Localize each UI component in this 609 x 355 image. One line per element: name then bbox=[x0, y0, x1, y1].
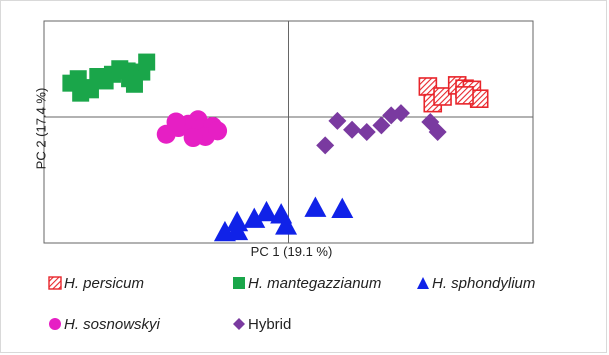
diamond-icon bbox=[233, 318, 245, 330]
legend-item-mantegazzianum: H. mantegazzianum bbox=[232, 275, 381, 293]
data-point-diamond bbox=[357, 123, 376, 141]
triangle-icon bbox=[417, 277, 429, 289]
data-point-triangle bbox=[226, 210, 249, 232]
data-point-hatched-square bbox=[433, 87, 452, 106]
data-point-triangle bbox=[331, 197, 354, 218]
data-points bbox=[62, 53, 489, 242]
x-axis-label: PC 1 (19.1 %) bbox=[250, 244, 333, 259]
data-point-circle bbox=[208, 121, 228, 141]
data-point-triangle bbox=[275, 214, 298, 235]
data-point-diamond bbox=[328, 111, 347, 130]
data-point-hatched-square bbox=[455, 86, 474, 105]
legend-item-hybrid: Hybrid bbox=[232, 316, 291, 334]
circle-icon bbox=[49, 318, 61, 330]
legend-label: H. sosnowskyi bbox=[64, 316, 160, 333]
y-axis-label: PC 2 (17.4 %) bbox=[33, 87, 49, 170]
legend-label: H. persicum bbox=[64, 275, 145, 292]
legend-item-sphondylium: H. sphondylium bbox=[416, 275, 535, 293]
data-point-square bbox=[125, 75, 143, 93]
data-point-diamond bbox=[372, 116, 391, 135]
data-point-triangle bbox=[243, 207, 266, 228]
data-point-triangle bbox=[304, 196, 327, 217]
data-point-square bbox=[96, 72, 114, 90]
data-point-square bbox=[77, 79, 95, 97]
data-point-square bbox=[111, 60, 129, 78]
hatched-square-icon bbox=[48, 276, 62, 290]
data-point-triangle bbox=[255, 200, 278, 222]
data-point-diamond bbox=[391, 104, 410, 123]
data-point-square bbox=[138, 53, 156, 71]
data-point-circle bbox=[183, 128, 203, 148]
data-point-circle bbox=[166, 112, 186, 132]
data-point-diamond bbox=[316, 136, 335, 155]
legend-label: H. mantegazzianum bbox=[248, 275, 382, 292]
square-icon bbox=[233, 277, 245, 289]
legend-item-persicum: H. persicum bbox=[48, 275, 144, 293]
legend-item-sosnowskyi: H. sosnowskyi bbox=[48, 316, 160, 334]
legend-label: Hybrid bbox=[248, 316, 292, 333]
data-point-diamond bbox=[343, 120, 362, 139]
legend-label: H. sphondylium bbox=[432, 275, 536, 292]
data-point-diamond bbox=[428, 123, 447, 141]
